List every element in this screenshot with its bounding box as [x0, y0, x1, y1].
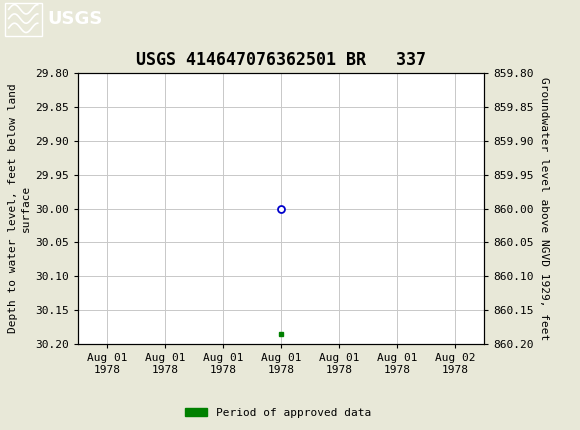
Legend: Period of approved data: Period of approved data	[181, 403, 376, 422]
Title: USGS 414647076362501 BR   337: USGS 414647076362501 BR 337	[136, 51, 426, 69]
Text: USGS: USGS	[48, 9, 103, 28]
Y-axis label: Groundwater level above NGVD 1929, feet: Groundwater level above NGVD 1929, feet	[539, 77, 549, 340]
Y-axis label: Depth to water level, feet below land
surface: Depth to water level, feet below land su…	[8, 84, 31, 333]
Bar	[5, 3, 42, 36]
